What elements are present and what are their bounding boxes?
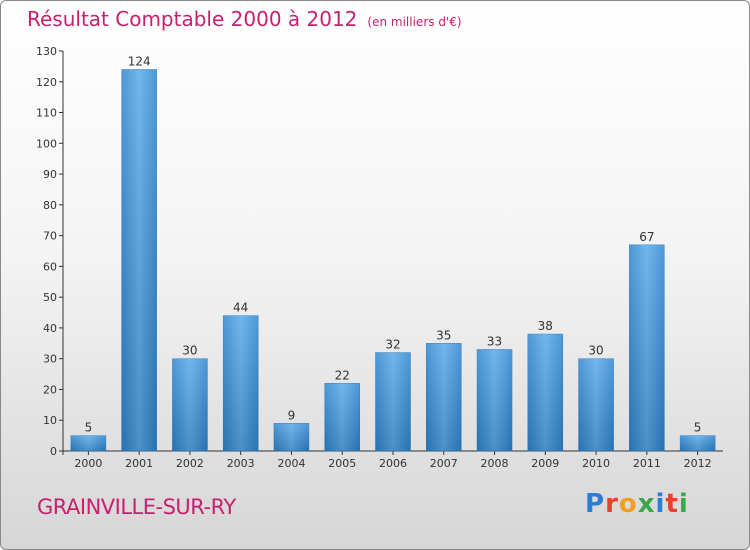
data-label: 30 <box>588 344 603 358</box>
logo-letter: i <box>655 489 666 519</box>
data-label: 30 <box>182 344 197 358</box>
data-label: 67 <box>639 230 654 244</box>
y-tick-label: 40 <box>43 322 57 335</box>
x-tick-label: 2004 <box>277 457 305 470</box>
bar-shade <box>324 383 360 451</box>
y-tick-label: 80 <box>43 199 57 212</box>
x-tick-label: 2002 <box>176 457 204 470</box>
logo-letter: o <box>618 489 638 519</box>
logo-letter: i <box>678 489 689 519</box>
location-name: GRAINVILLE-SUR-RY <box>37 495 236 519</box>
logo-letter: x <box>637 489 656 519</box>
y-tick-label: 110 <box>36 107 57 120</box>
x-tick-label: 2011 <box>633 457 661 470</box>
y-tick-label: 100 <box>36 137 57 150</box>
logo-letter: r <box>605 489 619 519</box>
y-tick-label: 50 <box>43 291 57 304</box>
data-labels: 5 124 30 44 9 22 32 35 33 38 30 67 5 <box>85 54 702 434</box>
x-tick-label: 2000 <box>74 457 102 470</box>
y-tick-label: 10 <box>43 414 57 427</box>
x-tick-label: 2001 <box>125 457 153 470</box>
data-label: 44 <box>233 301 248 315</box>
data-label: 33 <box>487 334 502 348</box>
y-tick-label: 60 <box>43 260 57 273</box>
x-tick-label: 2010 <box>582 457 610 470</box>
y-tick-label: 130 <box>36 45 57 58</box>
x-tick-label: 2007 <box>430 457 458 470</box>
x-tick-label: 2003 <box>227 457 255 470</box>
bar-shade <box>527 334 563 451</box>
data-label: 5 <box>694 421 702 435</box>
data-label: 9 <box>288 408 296 422</box>
bar-shade <box>273 423 309 451</box>
bar-shade <box>680 435 716 451</box>
chart-title: Résultat Comptable 2000 à 2012 (en millie… <box>27 7 462 31</box>
data-label: 35 <box>436 328 451 342</box>
data-label: 124 <box>128 54 151 68</box>
bar-shade <box>223 315 259 451</box>
x-tick-label: 2009 <box>531 457 559 470</box>
data-label: 32 <box>385 338 400 352</box>
y-tick-label: 20 <box>43 383 57 396</box>
logo-letter: t <box>665 489 679 519</box>
y-tick-label: 90 <box>43 168 57 181</box>
data-label: 22 <box>335 368 350 382</box>
chart-subtitle: (en milliers d'€) <box>367 15 462 29</box>
x-tick-label: 2006 <box>379 457 407 470</box>
proxiti-logo[interactable]: Proxiti <box>585 489 689 519</box>
x-tick-label: 2012 <box>684 457 712 470</box>
data-label: 5 <box>85 421 93 435</box>
bar-shade <box>375 352 411 451</box>
chart-title-text: Résultat Comptable 2000 à 2012 <box>27 7 358 31</box>
x-tick-label: 2008 <box>481 457 509 470</box>
axes: 0 10 20 30 40 50 60 70 80 90 100 110 120 130 2000 2001 2… <box>36 45 723 470</box>
data-label: 38 <box>538 319 553 333</box>
bars <box>70 69 716 452</box>
bar-shade <box>629 244 665 451</box>
bar-shade <box>426 343 462 451</box>
bar-shade <box>121 69 157 451</box>
y-tick-label: 120 <box>36 76 57 89</box>
bar-shade <box>70 435 106 451</box>
y-tick-label: 70 <box>43 230 57 243</box>
bar-shade <box>578 358 614 451</box>
logo-letter: P <box>585 489 606 519</box>
bar-shade <box>477 349 513 451</box>
bar-shade <box>172 358 208 451</box>
y-tick-label: 30 <box>43 353 57 366</box>
x-tick-label: 2005 <box>328 457 356 470</box>
y-tick-label: 0 <box>50 445 57 458</box>
